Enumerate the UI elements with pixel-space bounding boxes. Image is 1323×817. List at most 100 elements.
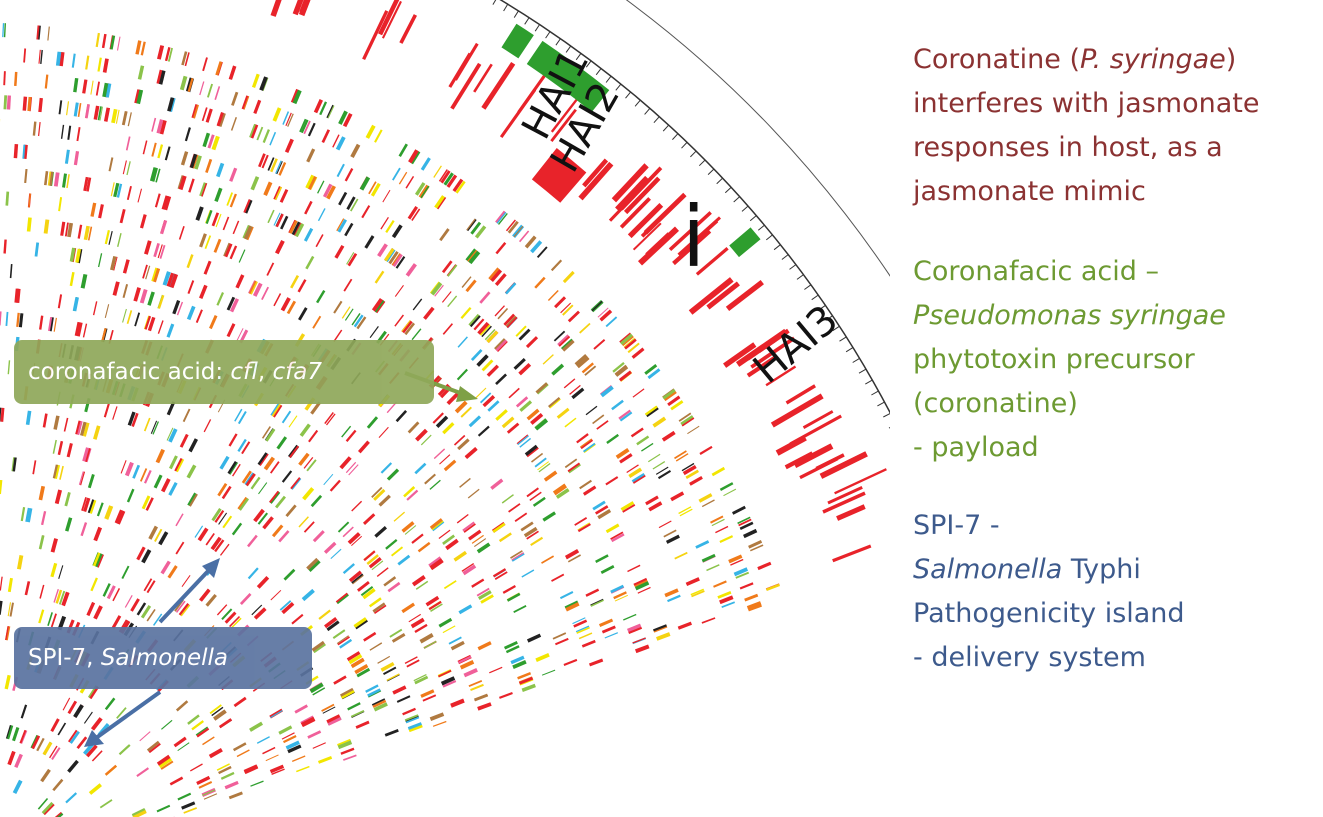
- gene-segment: [337, 738, 351, 746]
- gene-segment: [211, 135, 220, 151]
- outer-feature: [270, 0, 282, 17]
- gene-segment: [61, 591, 70, 606]
- gene-segment: [368, 597, 382, 608]
- gene-segment: [226, 296, 236, 311]
- gene-segment: [495, 373, 508, 386]
- outer-feature: [378, 0, 400, 36]
- gene-segment: [621, 335, 634, 347]
- gene-segment: [140, 605, 152, 619]
- gene-segment: [411, 575, 426, 587]
- gene-segment: [198, 780, 213, 789]
- gene-segment: [68, 729, 78, 743]
- gene-segment: [178, 175, 187, 191]
- gene-segment: [291, 613, 304, 625]
- gene-segment: [339, 638, 353, 649]
- gene-segment: [157, 244, 163, 259]
- gene-segment: [503, 313, 516, 326]
- gene-segment: [644, 405, 658, 416]
- gene-segment: [657, 470, 672, 480]
- gene-segment: [294, 223, 305, 238]
- gene-segment: [215, 213, 222, 228]
- gene-segment: [487, 400, 500, 412]
- gene-segment: [403, 486, 416, 498]
- gene-segment: [73, 704, 84, 719]
- gene-segment: [77, 420, 83, 436]
- gene-segment: [404, 525, 417, 535]
- gene-segment: [263, 456, 275, 471]
- gene-segment: [297, 279, 307, 293]
- gene-segment: [42, 803, 55, 816]
- gene-segment: [404, 322, 415, 336]
- gene-segment: [682, 464, 697, 476]
- gene-segment: [457, 438, 470, 451]
- gene-segment: [563, 378, 576, 389]
- gene-segment: [182, 408, 191, 423]
- gene-segment: [371, 698, 386, 706]
- gene-segment: [365, 124, 376, 139]
- scale-tick: [845, 347, 854, 353]
- gene-segment: [57, 294, 63, 309]
- gene-segment: [223, 242, 231, 257]
- gene-segment: [80, 471, 86, 486]
- cf-callout-sep: ,: [257, 359, 273, 385]
- gene-segment: [136, 602, 147, 616]
- gene-segment: [405, 715, 419, 722]
- gene-segment: [477, 590, 492, 601]
- gene-segment: [378, 494, 391, 507]
- gene-segment: [626, 464, 639, 474]
- gene-segment: [743, 528, 758, 539]
- gene-segment: [227, 460, 238, 475]
- gene-segment: [655, 466, 669, 475]
- gene-segment: [84, 104, 90, 119]
- gene-segment: [329, 479, 341, 492]
- gene-segment: [234, 408, 243, 422]
- gene-segment: [748, 540, 763, 549]
- gene-segment: [582, 485, 597, 496]
- gene-segment: [290, 88, 300, 104]
- gene-segment: [6, 95, 11, 110]
- gene-segment: [532, 496, 546, 507]
- scale-tick: [883, 412, 890, 418]
- gene-segment: [479, 392, 492, 404]
- outer-feature: [815, 453, 845, 471]
- gene-segment: [77, 322, 83, 337]
- gene-segment: [633, 578, 648, 588]
- gene-segment: [156, 69, 163, 84]
- gene-segment: [324, 616, 338, 629]
- gene-segment: [78, 471, 84, 485]
- spi-callout-prefix: SPI-7,: [28, 645, 101, 671]
- gene-segment: [291, 755, 306, 763]
- gene-segment: [595, 554, 609, 564]
- gene-segment: [392, 685, 407, 695]
- gene-segment: [4, 674, 11, 690]
- spi7-line2-b: Typhi: [1062, 554, 1141, 585]
- gene-segment: [296, 765, 310, 773]
- gene-segment: [121, 565, 130, 580]
- gene-segment: [186, 305, 196, 321]
- gene-segment: [50, 613, 57, 628]
- gene-segment: [411, 208, 421, 221]
- scale-tick: [492, 0, 497, 5]
- gene-segment: [97, 253, 103, 268]
- gene-segment: [104, 697, 116, 711]
- gene-segment: [489, 666, 503, 674]
- gene-segment: [67, 700, 78, 715]
- gene-segment: [681, 462, 695, 472]
- gene-segment: [571, 387, 585, 400]
- gene-segment: [38, 97, 43, 113]
- gene-segment: [401, 521, 415, 533]
- gene-segment: [183, 807, 198, 814]
- scale-tick: [698, 159, 706, 167]
- gene-segment: [460, 306, 472, 320]
- gene-segment: [106, 506, 114, 520]
- gene-segment: [345, 429, 357, 442]
- outer-feature: [836, 504, 866, 521]
- spi-arrow-up: [158, 567, 212, 624]
- gene-segment: [139, 468, 148, 482]
- gene-segment: [463, 668, 478, 678]
- gene-segment: [122, 259, 130, 274]
- gene-segment: [369, 326, 379, 339]
- gene-segment: [116, 707, 127, 719]
- gene-segment: [645, 406, 659, 418]
- gene-segment: [428, 556, 442, 568]
